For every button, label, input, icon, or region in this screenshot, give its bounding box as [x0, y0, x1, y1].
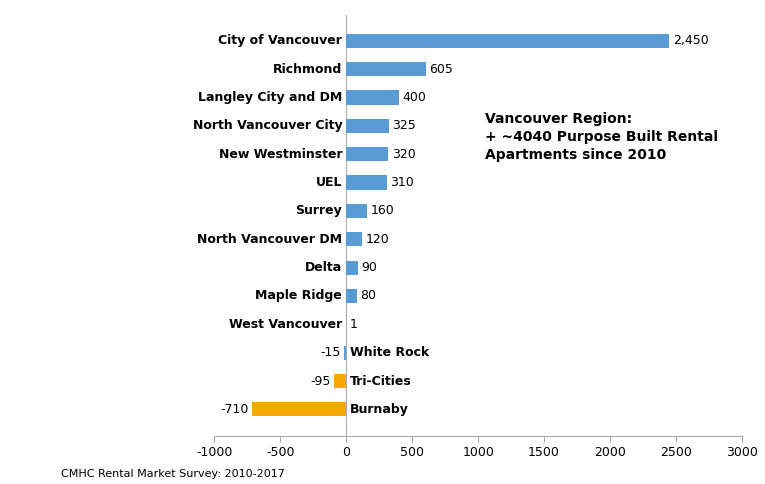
- Bar: [252, 402, 346, 416]
- Text: 90: 90: [361, 261, 377, 274]
- Text: -710: -710: [221, 403, 249, 416]
- Text: 320: 320: [392, 148, 415, 161]
- Bar: [344, 346, 346, 360]
- Text: -95: -95: [310, 375, 330, 388]
- Bar: [346, 175, 387, 190]
- Text: Vancouver Region:
+ ~4040 Purpose Built Rental
Apartments since 2010: Vancouver Region: + ~4040 Purpose Built …: [485, 112, 718, 163]
- Bar: [346, 147, 389, 161]
- Bar: [346, 62, 426, 76]
- Text: 310: 310: [390, 176, 414, 189]
- Text: -15: -15: [321, 346, 341, 359]
- Bar: [346, 289, 356, 303]
- Text: 160: 160: [370, 204, 394, 217]
- Bar: [334, 374, 346, 388]
- Text: Langley City and DM: Langley City and DM: [198, 91, 342, 104]
- Text: UEL: UEL: [316, 176, 342, 189]
- Text: West Vancouver: West Vancouver: [229, 318, 342, 331]
- Bar: [346, 91, 399, 105]
- Text: White Rock: White Rock: [350, 346, 429, 359]
- Bar: [346, 34, 669, 48]
- Bar: [346, 119, 389, 133]
- Text: CMHC Rental Market Survey: 2010-2017: CMHC Rental Market Survey: 2010-2017: [61, 469, 285, 479]
- Text: Richmond: Richmond: [273, 62, 342, 76]
- Bar: [346, 260, 358, 275]
- Text: Burnaby: Burnaby: [350, 403, 409, 416]
- Bar: [346, 232, 362, 246]
- Text: Surrey: Surrey: [295, 204, 342, 217]
- Text: North Vancouver City: North Vancouver City: [193, 120, 342, 132]
- Bar: [346, 204, 367, 218]
- Text: Delta: Delta: [305, 261, 342, 274]
- Text: 400: 400: [402, 91, 426, 104]
- Text: New Westminster: New Westminster: [219, 148, 342, 161]
- Text: 1: 1: [350, 318, 357, 331]
- Text: Maple Ridge: Maple Ridge: [256, 289, 342, 302]
- Text: North Vancouver DM: North Vancouver DM: [197, 233, 342, 246]
- Text: 325: 325: [392, 120, 416, 132]
- Text: 605: 605: [429, 62, 453, 76]
- Text: 80: 80: [360, 289, 376, 302]
- Text: 2,450: 2,450: [672, 34, 708, 47]
- Text: 120: 120: [366, 233, 389, 246]
- Text: Tri-Cities: Tri-Cities: [350, 375, 412, 388]
- Text: City of Vancouver: City of Vancouver: [218, 34, 342, 47]
